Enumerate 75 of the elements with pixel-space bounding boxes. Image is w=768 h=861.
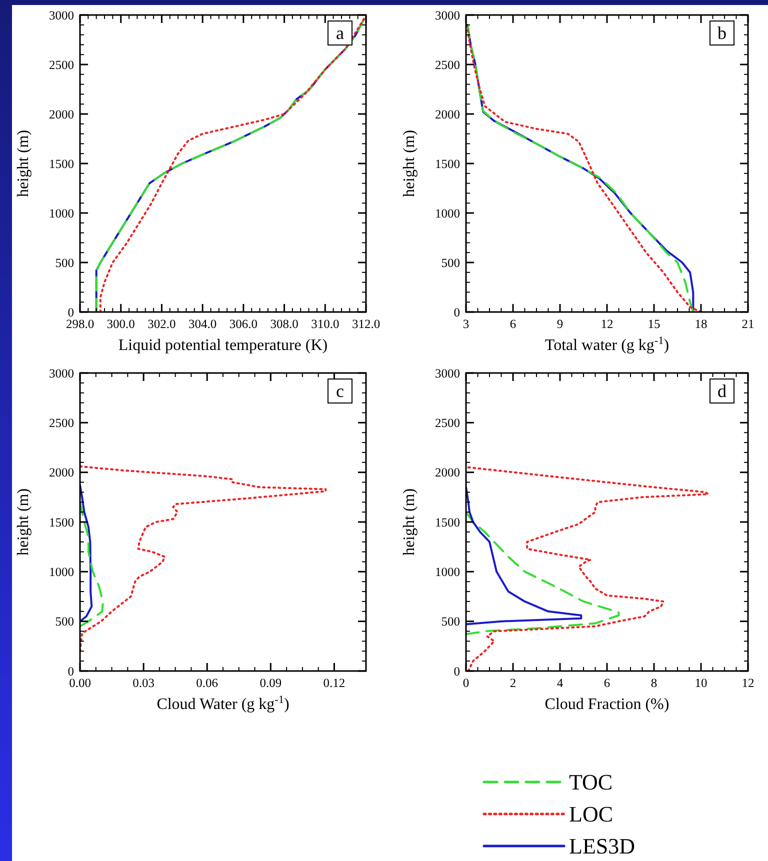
x-tick-label: 18 [694,317,708,331]
annotation: c [336,381,344,401]
y-tick-label: 2000 [435,466,460,480]
x-tick-label: 300.0 [106,317,135,331]
y-axis-title: height (m) [401,488,418,556]
x-tick-label: 2 [510,676,516,690]
x-tick-label: 306.0 [229,317,258,331]
x-tick-label: 12 [600,317,614,331]
x-axis-title: Liquid potential temperature (K) [118,337,328,354]
y-tick-label: 1000 [435,206,460,220]
y-tick-label: 1500 [435,515,460,530]
y-tick-label: 1000 [49,565,74,580]
x-tick-label: 4 [556,676,564,690]
line-series [466,486,582,626]
line-series [80,484,93,622]
y-tick-label: 1500 [49,156,74,171]
line-series [467,466,710,671]
y-tick-label: 1500 [435,156,460,171]
y-tick-label: 500 [441,256,460,270]
x-tick-label: 312.0 [352,317,380,331]
y-tick-label: 2500 [49,58,74,72]
x-tick-label: 12 [742,676,754,690]
x-tick-label: 0.00 [69,676,91,690]
x-tick-label: 298.0 [66,317,94,331]
x-tick-label: 8 [650,676,658,690]
legend-label: LES3D [569,834,635,859]
x-axis-title: Total water (g kg$^{-1}$) [544,335,670,354]
x-tick-label: 0.06 [196,676,218,690]
y-tick-label: 0 [68,305,74,320]
x-tick-label: 310.0 [311,317,340,331]
x-tick-label: 21 [742,317,754,331]
line-series [80,501,104,628]
y-tick-label: 2000 [49,107,74,122]
x-axis-title: Cloud Water (g kg$^{-1}$) [156,694,290,713]
annotation: b [718,23,726,43]
x-tick-label: 6 [510,317,516,331]
x-tick-label: 0.09 [260,676,282,690]
x-tick-label: 0 [462,676,470,690]
legend-label: TOC [569,770,613,795]
y-tick-label: 500 [55,256,74,270]
y-axis-title: height (m) [401,130,418,198]
x-tick-label: 9 [556,317,564,331]
line-series [466,511,620,636]
y-tick-label: 3000 [49,8,74,22]
y-tick-label: 2500 [435,416,460,430]
y-tick-label: 500 [441,614,460,629]
x-tick-label: 3 [462,317,470,331]
annotation: a [336,23,344,43]
y-tick-label: 3000 [435,366,460,380]
y-tick-label: 2500 [435,58,460,72]
y-tick-label: 2500 [49,416,74,430]
x-tick-label: 304.0 [188,317,217,331]
y-tick-label: 0 [68,664,74,678]
y-tick-label: 0 [454,664,460,678]
y-axis-title: height (m) [15,488,32,556]
x-tick-label: 302.0 [148,317,176,331]
x-tick-label: 15 [648,317,660,331]
x-tick-label: 0.03 [132,676,154,690]
y-tick-label: 500 [55,614,74,629]
x-tick-label: 10 [694,676,708,690]
y-tick-label: 1500 [49,515,74,530]
y-tick-label: 0 [454,305,460,320]
y-tick-label: 1000 [49,206,74,220]
y-tick-label: 1000 [435,565,460,580]
annotation: d [718,381,726,401]
y-tick-label: 2000 [49,466,74,480]
y-tick-label: 3000 [435,8,460,22]
x-tick-label: 0.12 [323,676,346,690]
y-axis-title: height (m) [15,130,32,198]
x-tick-label: 308.0 [270,317,298,331]
legend-label: LOC [569,802,613,827]
y-tick-label: 2000 [435,107,460,122]
x-tick-label: 6 [604,676,610,690]
x-axis-title: Cloud Fraction (%) [544,696,670,713]
y-tick-label: 3000 [49,366,74,380]
